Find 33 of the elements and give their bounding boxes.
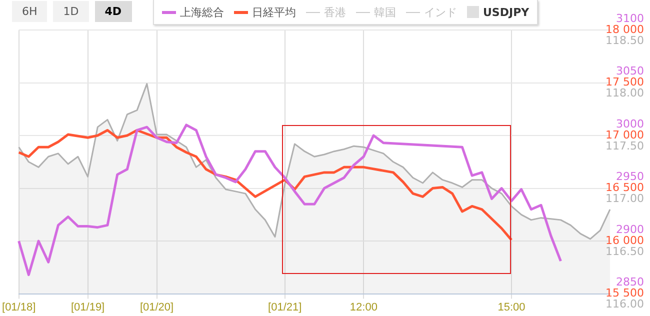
- y-tick-label: 2850: [616, 276, 644, 289]
- legend-label: 上海総合: [180, 4, 224, 20]
- y3-tick-label: 116.00: [606, 298, 644, 311]
- y-tick-label: 2950: [616, 170, 644, 184]
- text: 4D: [94, 1, 132, 22]
- text: 6H: [12, 1, 48, 22]
- legend-label: USDJPY: [483, 6, 530, 18]
- x-tick-label: 15:00: [498, 301, 526, 314]
- x-tick-label: [01/20]: [140, 301, 174, 314]
- x-tick-label: [01/21]: [268, 301, 302, 314]
- y-tick-label: 3100: [616, 12, 644, 25]
- y-tick-label: 3000: [616, 117, 644, 130]
- y3-tick-label: 118.00: [606, 86, 644, 100]
- legend-label: 韓国: [374, 4, 396, 20]
- x-tick-label: [01/18]: [2, 301, 36, 314]
- y2-tick-label: 17 500: [606, 76, 644, 89]
- y2-tick-label: 18 000: [606, 22, 644, 36]
- x-tick-label: [01/19]: [70, 301, 105, 314]
- y3-tick-label: 118.50: [606, 34, 644, 47]
- y2-tick-label: 15 500: [606, 286, 644, 300]
- x-tick-label: 12:00: [350, 301, 378, 314]
- legend-label: インド: [424, 4, 457, 20]
- text: 1D: [53, 1, 89, 22]
- y3-tick-label: 117.00: [606, 192, 644, 206]
- y3-tick-label: 117.50: [606, 139, 644, 152]
- y3-tick-label: 116.50: [606, 244, 644, 258]
- y2-tick-label: 16 000: [606, 234, 644, 247]
- y2-tick-label: 16 500: [606, 181, 644, 194]
- legend-label: 香港: [324, 4, 346, 20]
- y2-tick-label: 17 000: [606, 128, 644, 142]
- y-tick-label: 2900: [616, 222, 644, 236]
- legend-label: 日経平均: [252, 4, 296, 20]
- y-tick-label: 3050: [616, 64, 644, 78]
